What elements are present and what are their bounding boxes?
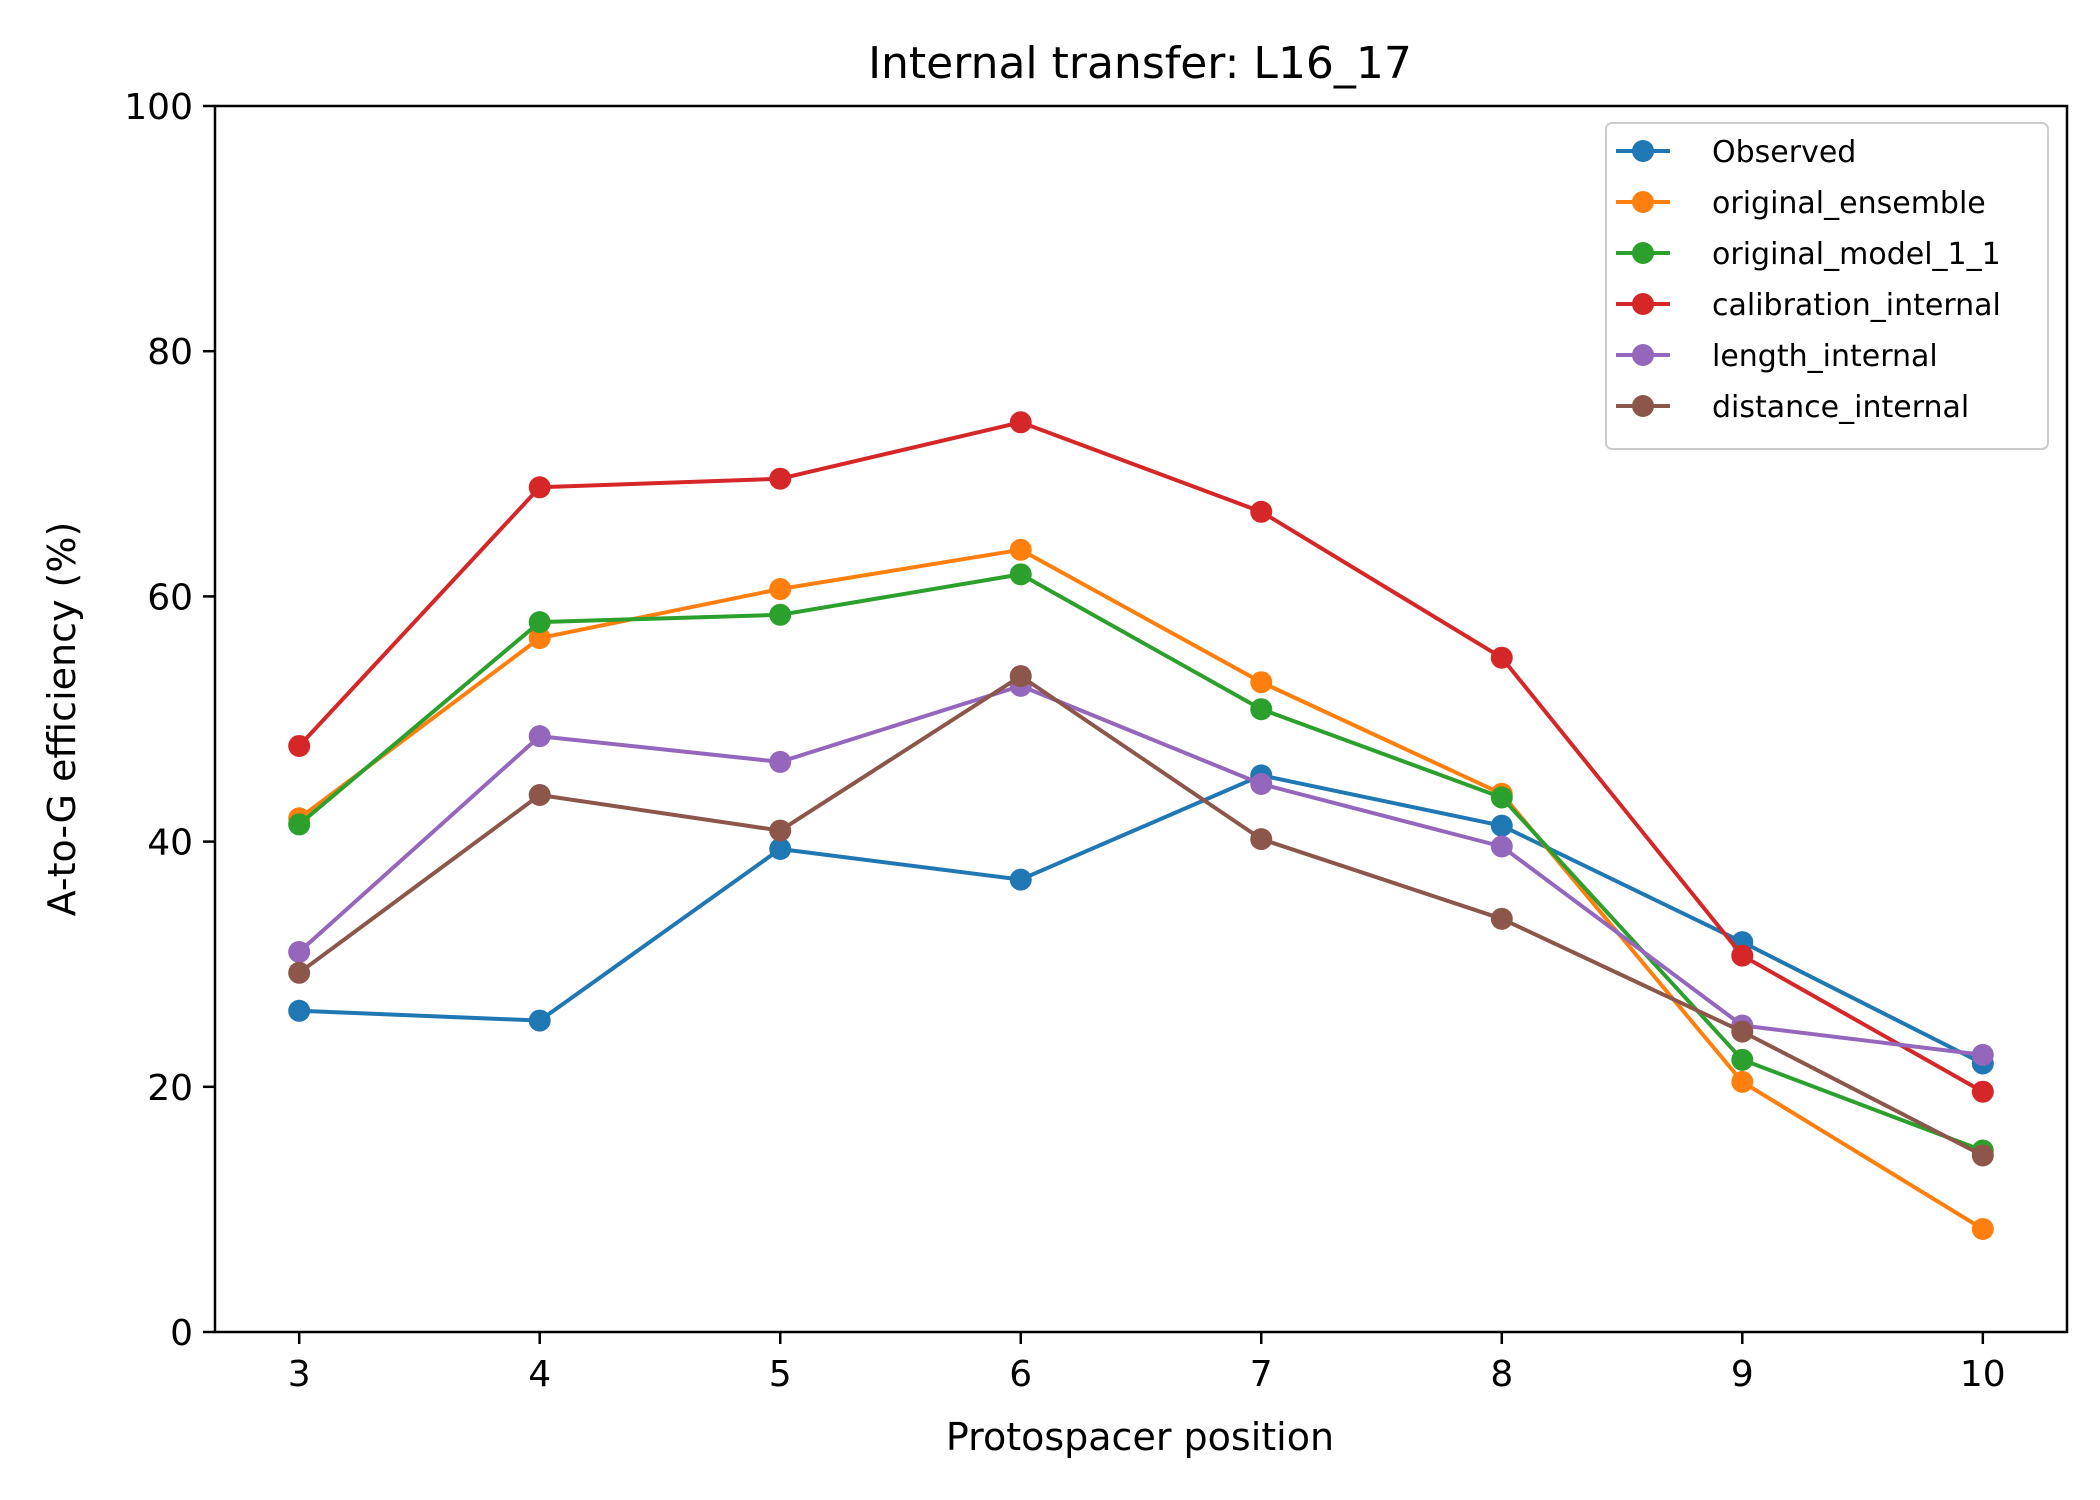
x-tick-label: 3 <box>288 1354 311 1395</box>
y-axis-label: A-to-G efficiency (%) <box>40 522 84 917</box>
data-point-distance-internal <box>1490 907 1513 930</box>
data-point-observed <box>1490 814 1513 837</box>
series-line-original-model-1-1 <box>297 572 1984 1153</box>
x-tick-label: 10 <box>1960 1354 2006 1395</box>
data-point-distance-internal <box>1971 1144 1994 1167</box>
data-point-distance-internal <box>288 961 311 984</box>
data-point-original-model-1-1 <box>1009 563 1032 586</box>
series-line-original-ensemble <box>298 547 1984 1231</box>
y-tick-label: 40 <box>147 823 193 864</box>
legend-entry: Observed <box>1616 135 1856 170</box>
data-point-calibration-internal <box>528 476 551 499</box>
legend-entry: distance_internal <box>1616 390 1969 425</box>
data-point-distance-internal <box>769 819 792 842</box>
y-axis: 0 20 40 60 80 100 <box>124 87 215 1354</box>
data-point-original-ensemble <box>528 627 551 650</box>
data-point-distance-internal <box>1009 665 1032 688</box>
legend-label: distance_internal <box>1712 390 1969 425</box>
data-point-length-internal <box>288 940 311 963</box>
data-point-calibration-internal <box>1250 500 1273 523</box>
plot-frame <box>213 104 2069 1334</box>
series-line-observed <box>299 773 1984 1066</box>
data-point-original-ensemble <box>1009 538 1032 561</box>
legend-entry: original_ensemble <box>1616 186 1986 221</box>
data-point-calibration-internal <box>1971 1080 1994 1103</box>
legend-label: length_internal <box>1712 339 1938 374</box>
x-tick-label: 4 <box>528 1354 551 1395</box>
data-point-calibration-internal <box>288 734 311 757</box>
y-tick-label: 80 <box>147 332 193 373</box>
series-calibration-internal <box>288 411 1994 1103</box>
data-point-length-internal <box>1490 835 1513 858</box>
data-point-distance-internal <box>1250 828 1273 851</box>
legend-label: calibration_internal <box>1712 288 2001 323</box>
y-tick-label: 20 <box>147 1068 193 1109</box>
legend-label: Observed <box>1712 135 1856 170</box>
data-point-original-ensemble <box>1250 671 1273 694</box>
data-point-original-ensemble <box>769 578 792 601</box>
legend: Observed original_ensemble original_model_… <box>1605 122 2049 450</box>
data-point-original-model-1-1 <box>528 611 551 634</box>
data-point-calibration-internal <box>1009 411 1032 434</box>
x-tick-label: 6 <box>1009 1354 1032 1395</box>
series-original-model-1-1 <box>288 563 1994 1162</box>
data-point-distance-internal <box>528 784 551 807</box>
series-line-length-internal <box>297 683 1984 1057</box>
legend-label: original_ensemble <box>1712 186 1986 221</box>
x-axis-label: Protospacer position <box>946 1415 1334 1459</box>
y-tick-label: 100 <box>124 87 193 128</box>
data-point-calibration-internal <box>1731 944 1754 967</box>
series-distance-internal <box>288 665 1994 1167</box>
series-observed <box>288 764 1994 1075</box>
data-point-calibration-internal <box>1490 646 1513 669</box>
series-line-calibration-internal <box>297 420 1984 1094</box>
y-tick-label: 60 <box>147 577 193 618</box>
y-tick-label: 0 <box>170 1313 193 1354</box>
data-point-original-ensemble <box>1971 1218 1994 1241</box>
data-point-observed <box>288 999 311 1022</box>
legend-box <box>1605 122 2049 450</box>
legend-marker <box>1632 140 1654 162</box>
data-point-length-internal <box>1250 772 1273 795</box>
series-layer <box>288 411 1994 1241</box>
legend-label: original_model_1_1 <box>1712 237 2001 272</box>
data-point-original-model-1-1 <box>1731 1048 1754 1071</box>
series-original-ensemble <box>288 538 1994 1241</box>
data-point-distance-internal <box>1731 1020 1754 1043</box>
data-point-observed <box>769 837 792 860</box>
data-point-original-model-1-1 <box>288 813 311 836</box>
chart-title: Internal transfer: L16_17 <box>868 38 1412 89</box>
data-point-original-model-1-1 <box>769 603 792 626</box>
x-tick-label: 7 <box>1250 1354 1273 1395</box>
data-point-length-internal <box>769 750 792 773</box>
x-axis: 3 4 5 6 7 8 9 10 <box>288 1332 2006 1395</box>
legend-entry: length_internal <box>1616 339 1938 374</box>
legend-marker <box>1632 293 1654 315</box>
data-point-length-internal <box>528 725 551 748</box>
legend-marker <box>1632 395 1654 417</box>
legend-marker <box>1632 191 1654 213</box>
data-point-observed <box>528 1009 551 1032</box>
data-point-length-internal <box>1971 1043 1994 1066</box>
x-tick-label: 5 <box>769 1354 792 1395</box>
data-point-original-ensemble <box>1731 1070 1754 1093</box>
legend-marker <box>1632 242 1654 264</box>
data-point-original-model-1-1 <box>1250 698 1273 721</box>
x-tick-label: 9 <box>1731 1354 1754 1395</box>
legend-entry: calibration_internal <box>1616 288 2001 323</box>
data-point-original-model-1-1 <box>1490 786 1513 809</box>
data-point-calibration-internal <box>769 467 792 490</box>
data-point-observed <box>1009 868 1032 891</box>
x-tick-label: 8 <box>1490 1354 1513 1395</box>
series-line-distance-internal <box>298 674 1984 1158</box>
legend-marker <box>1632 344 1654 366</box>
legend-entry: original_model_1_1 <box>1616 237 2001 272</box>
